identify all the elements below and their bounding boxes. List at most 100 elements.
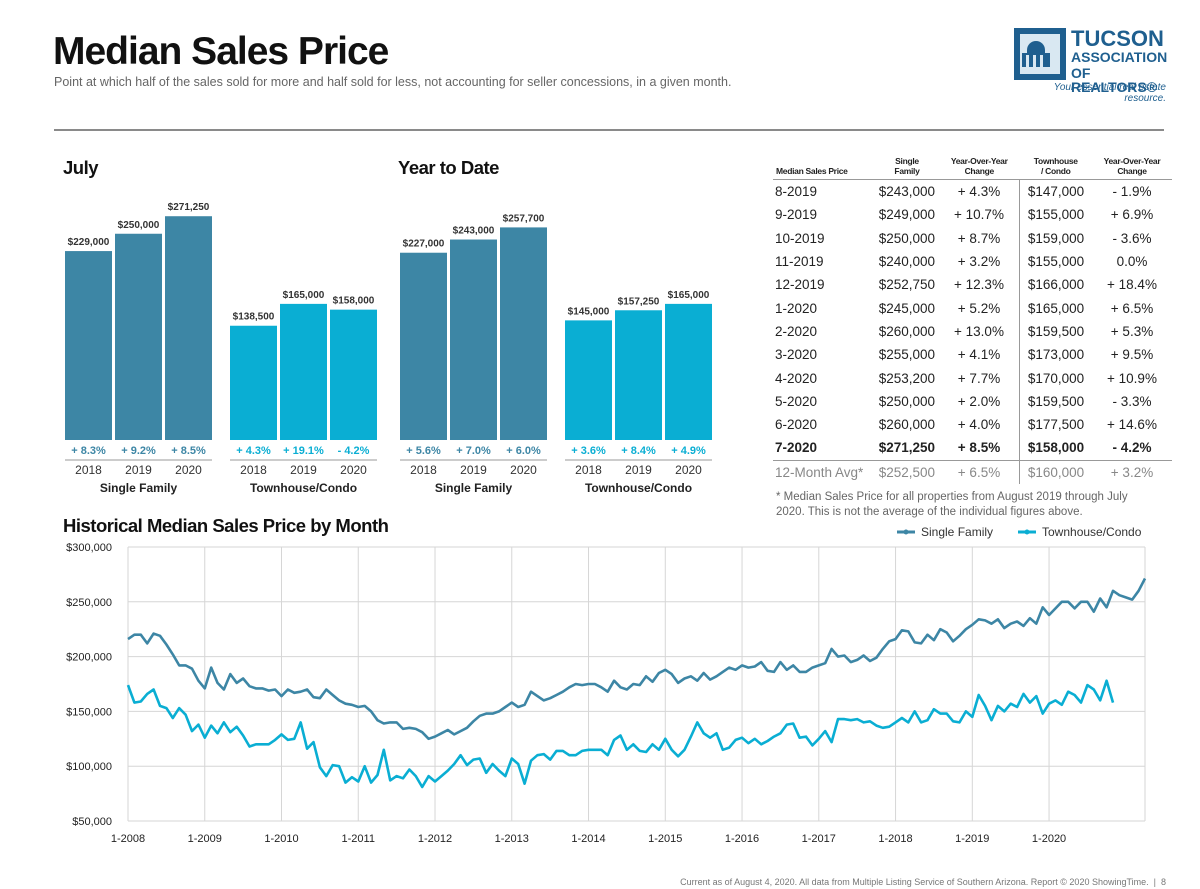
bar: [330, 309, 377, 440]
bar-value-label: $145,000: [568, 306, 610, 317]
x-tick-label: 1-2017: [802, 833, 836, 845]
table-row: 11-2019 $240,000 + 3.2% $155,000 0.0%: [773, 249, 1172, 274]
y-tick-label: $200,000: [66, 652, 112, 664]
bar-change-label: + 7.0%: [456, 445, 491, 457]
legend-marker: [1024, 529, 1030, 535]
table-header: Year-Over-Year Change: [1092, 152, 1172, 180]
bar-category-label: 2018: [410, 463, 437, 477]
table-cell: $160,000: [1019, 460, 1092, 484]
bar-group-label: Single Family: [100, 481, 178, 495]
line-chart-title: Historical Median Sales Price by Month: [63, 515, 389, 536]
table-cell: $260,000: [878, 323, 935, 339]
legend-label: Townhouse/Condo: [1042, 525, 1142, 539]
series-line-single-family: [127, 577, 1147, 741]
table-cell: $250,000: [878, 393, 935, 409]
table-cell: $249,000: [878, 207, 935, 223]
bar-change-label: + 19.1%: [283, 445, 324, 457]
legend-marker: [903, 529, 909, 535]
table-row: 1-2020 $245,000 + 5.2% $165,000 + 6.5%: [773, 296, 1172, 320]
table-footnote: * Median Sales Price for all properties …: [776, 491, 1128, 518]
ytd-chart-title: Year to Date: [398, 157, 499, 178]
bar-category-label: 2019: [460, 463, 487, 477]
x-tick-label: 1-2014: [571, 833, 605, 845]
table-cell: $147,000: [1019, 179, 1092, 204]
table-cell: 9-2019: [775, 207, 818, 223]
table-header-row: Median Sales Price Single Family Year-Ove…: [773, 152, 1172, 180]
table-cell: + 4.3%: [957, 184, 1001, 200]
table-cell: $155,000: [1019, 203, 1092, 227]
bar: [165, 216, 212, 440]
table-cell: + 3.2%: [957, 254, 1001, 270]
table-row: 12-Month Avg* $252,500 + 6.5% $160,000 + 3.2…: [773, 460, 1172, 484]
table-cell: + 14.6%: [1107, 417, 1157, 433]
table-cell: $159,500: [1019, 389, 1092, 413]
table-cell: + 2.0%: [957, 393, 1001, 409]
historical-line-chart: $300,000 $250,000 $200,000 $150,000 $100,000…: [66, 525, 1147, 845]
table-cell: $173,000: [1019, 343, 1092, 367]
x-tick-label: 1-2008: [111, 833, 145, 845]
table-cell: 3-2020: [775, 347, 818, 363]
bar-value-label: $158,000: [333, 296, 375, 307]
table-cell: $158,000: [1019, 436, 1092, 461]
bar-change-label: + 8.5%: [171, 445, 206, 457]
table-cell: - 1.9%: [1112, 184, 1152, 200]
table-cell: - 3.3%: [1112, 393, 1152, 409]
x-tick-label: 1-2020: [1032, 833, 1066, 845]
table-cell: $166,000: [1019, 273, 1092, 297]
bar: [115, 233, 162, 440]
bar-group-label: Single Family: [435, 481, 513, 495]
table-cell: $252,750: [878, 277, 935, 293]
bar-category-label: 2020: [510, 463, 537, 477]
bar-change-label: + 8.4%: [621, 445, 656, 457]
logo-line-3: OF REALTORS®: [1071, 65, 1158, 95]
logo-line-2: ASSOCIATION: [1071, 49, 1168, 65]
bar-category-label: 2020: [340, 463, 367, 477]
table-row: 2-2020 $260,000 + 13.0% $159,500 + 5.3%: [773, 319, 1172, 344]
bar: [280, 303, 327, 440]
bar-value-label: $243,000: [453, 226, 495, 237]
table-row: 7-2020 $271,250 + 8.5% $158,000- 4.2%: [773, 436, 1172, 461]
table-cell: + 6.5%: [957, 464, 1001, 480]
table-cell: 11-2019: [775, 254, 824, 270]
table-cell: + 8.7%: [957, 230, 1001, 246]
bar-category-label: 2018: [575, 463, 602, 477]
building-icon: [1014, 28, 1066, 80]
table-cell: + 5.2%: [957, 300, 1001, 316]
bar-category-label: 2018: [75, 463, 102, 477]
bar-change-label: + 5.6%: [406, 445, 441, 457]
x-tick-label: 1-2010: [264, 833, 298, 845]
bar-change-label: + 4.3%: [236, 445, 271, 457]
table-cell: 2-2020: [775, 323, 818, 339]
table-cell: + 13.0%: [954, 323, 1004, 339]
logo-line-1: TUCSON: [1071, 26, 1164, 51]
table-cell: 12-Month Avg*: [775, 464, 864, 480]
x-tick-label: 1-2015: [648, 833, 682, 845]
table-cell: 0.0%: [1116, 254, 1148, 270]
table-row: 10-2019 $250,000 + 8.7% $159,000 - 3.6%: [773, 226, 1172, 250]
july-chart-title: July: [63, 157, 99, 178]
page-title: Median Sales Price: [53, 30, 389, 73]
table-cell: $243,000: [878, 184, 935, 200]
table-cell: $177,500: [1019, 412, 1092, 437]
tucson-realtors-logo: TUCSON ASSOCIATION OF REALTORS® Your ess…: [1014, 26, 1168, 104]
bar-group-label: Townhouse/Condo: [585, 481, 692, 495]
bar-value-label: $165,000: [668, 290, 710, 301]
bar: [400, 252, 447, 440]
table-cell: 8-2019: [775, 184, 818, 200]
bar-change-label: + 3.6%: [571, 445, 606, 457]
table-cell: $260,000: [878, 417, 935, 433]
table-cell: + 3.2%: [1110, 464, 1154, 480]
x-tick-label: 1-2019: [955, 833, 989, 845]
table-cell: $159,000: [1019, 226, 1092, 250]
legend-label: Single Family: [921, 525, 993, 539]
table-row: 9-2019 $249,000 + 10.7% $155,000 + 6.9%: [773, 203, 1172, 227]
footer-note: Current as of August 4, 2020. All data f…: [680, 877, 1166, 887]
table-cell: 12-2019: [775, 277, 825, 293]
table-cell: - 3.6%: [1112, 230, 1152, 246]
table-cell: $165,000: [1019, 296, 1092, 320]
bar-group-label: Townhouse/Condo: [250, 481, 357, 495]
table-cell: $170,000: [1019, 366, 1092, 390]
table-cell: $253,200: [878, 370, 935, 386]
table-cell: 10-2019: [775, 230, 825, 246]
table-row: 8-2019 $243,000 + 4.3% $147,000 - 1.9%: [773, 179, 1172, 204]
